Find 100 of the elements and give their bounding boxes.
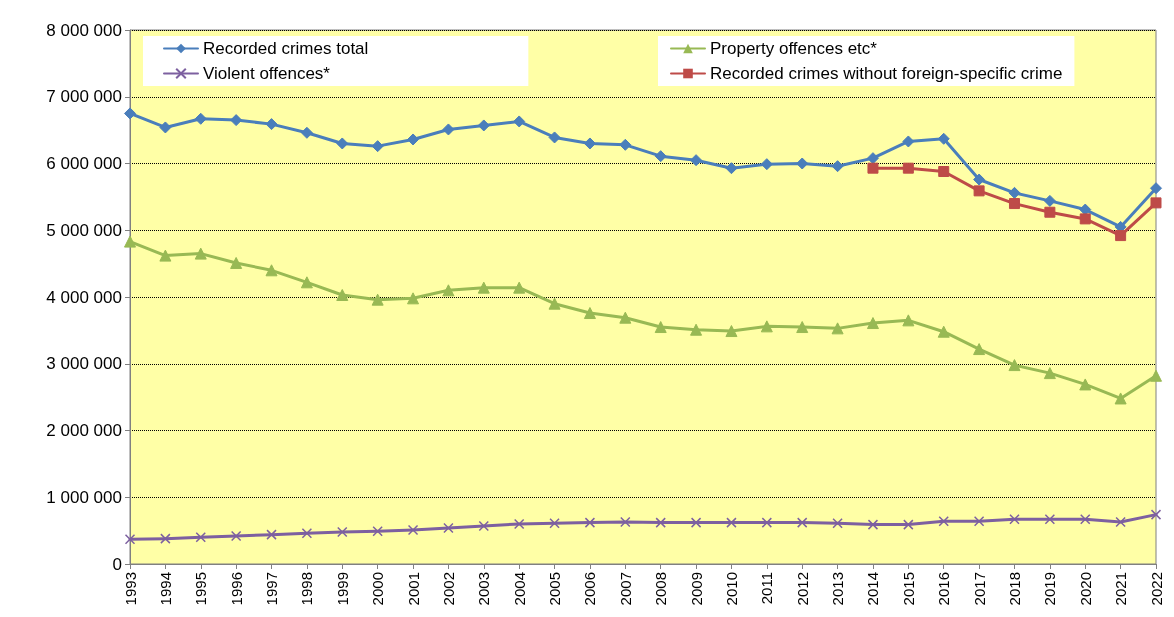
point (654, 150, 667, 163)
point (336, 289, 349, 301)
x-tick-label: 2003 (475, 572, 493, 606)
x-tick-label: 2000 (369, 572, 387, 606)
point (1079, 378, 1092, 391)
point (902, 162, 914, 174)
point (867, 162, 879, 174)
point (1150, 182, 1162, 195)
point (796, 517, 808, 528)
x-tick-label: 2012 (793, 572, 811, 606)
y-tick-label: 5 000 000 (46, 220, 122, 240)
point (902, 135, 915, 148)
point (513, 115, 526, 128)
point (902, 314, 915, 327)
point (584, 517, 596, 528)
point (725, 162, 738, 175)
point (336, 137, 349, 150)
point (407, 292, 420, 305)
point (1115, 230, 1127, 242)
point (301, 528, 313, 539)
y-tick-label: 7 000 000 (46, 87, 122, 107)
x-tick-label: 2020 (1076, 572, 1094, 606)
x-tick-label: 2018 (1005, 572, 1023, 606)
x-tick-label: 1994 (156, 572, 174, 606)
point (938, 166, 950, 178)
y-tick-label: 4 000 000 (46, 287, 122, 307)
point (903, 519, 914, 530)
x-tick-label: 2006 (581, 572, 599, 606)
point (619, 138, 632, 151)
point (760, 320, 773, 333)
point (654, 321, 667, 334)
point (371, 293, 384, 306)
point (866, 317, 879, 330)
point (513, 281, 526, 294)
x-tick-label: 2019 (1041, 572, 1059, 606)
x-tick-label: 1995 (192, 572, 210, 606)
point (973, 185, 985, 197)
legend-label: Recorded crimes without foreign-specific crime (710, 64, 1063, 83)
point (407, 133, 420, 146)
point (265, 118, 278, 131)
point (1008, 359, 1021, 372)
point (337, 526, 348, 538)
x-tick-label: 2015 (899, 572, 917, 606)
point (194, 247, 207, 260)
point (124, 534, 136, 545)
x-tick-label: 2021 (1112, 572, 1130, 606)
point (1043, 194, 1056, 207)
point (1044, 206, 1056, 218)
point (620, 516, 631, 528)
point (477, 119, 490, 132)
point (1115, 516, 1126, 528)
point (1114, 392, 1127, 405)
x-tick-label: 2022 (1147, 572, 1165, 606)
y-tick-label: 1 000 000 (46, 487, 122, 507)
point (796, 321, 809, 334)
x-tick-label: 2009 (687, 572, 705, 606)
point (230, 256, 243, 269)
point (407, 524, 419, 536)
x-tick-label: 2004 (510, 572, 528, 606)
point (300, 276, 313, 289)
point (159, 121, 172, 134)
point (866, 152, 879, 165)
point (160, 533, 171, 544)
point (867, 519, 879, 530)
point (1150, 369, 1162, 382)
x-tick-label: 2007 (616, 572, 634, 606)
x-tick-label: 1999 (333, 572, 351, 606)
point (796, 157, 809, 170)
point (300, 126, 313, 139)
point (831, 160, 844, 173)
x-tick-label: 2011 (758, 572, 776, 605)
legend-label: Recorded crimes total (203, 39, 369, 58)
point (1044, 514, 1056, 525)
point (478, 520, 490, 532)
point (690, 323, 703, 336)
y-tick-label: 8 000 000 (46, 20, 122, 40)
point (583, 307, 596, 320)
point (655, 517, 666, 528)
x-tick-label: 2017 (970, 572, 988, 606)
y-tick-label: 2 000 000 (46, 421, 122, 440)
point (583, 137, 596, 150)
y-tick-label: 3 000 000 (46, 354, 122, 374)
point (477, 281, 490, 294)
point (548, 131, 561, 144)
point (690, 154, 703, 167)
point (124, 235, 136, 248)
point (230, 114, 243, 127)
point (372, 526, 383, 537)
point (230, 530, 242, 542)
point (973, 343, 986, 356)
x-tick-label: 1996 (227, 572, 245, 606)
point (760, 158, 773, 171)
point (973, 173, 986, 186)
x-tick-label: 2005 (546, 572, 564, 606)
x-tick-label: 2008 (652, 572, 670, 606)
point (549, 518, 560, 529)
x-tick-label: 2014 (864, 572, 882, 606)
point (513, 518, 525, 530)
y-tick-label: 6 000 000 (46, 154, 122, 173)
point (1008, 198, 1020, 210)
